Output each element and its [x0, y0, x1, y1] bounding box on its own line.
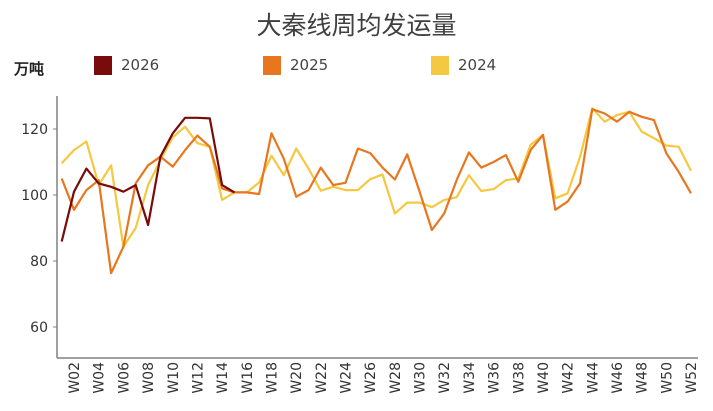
legend-label-2024: 2024	[458, 56, 497, 74]
chart-title: 大秦线周均发运量	[256, 11, 457, 40]
x-tick-label: W06	[116, 362, 132, 394]
y-tick-label: 60	[30, 320, 48, 336]
x-tick-label: W08	[141, 362, 157, 394]
legend-item-2024[interactable]: 2024	[431, 55, 496, 75]
x-tick-label: W30	[413, 362, 429, 394]
legend-swatch-2024	[431, 55, 449, 75]
x-tick-label: W52	[684, 362, 700, 394]
y-axis-unit-label: 万吨	[14, 60, 45, 78]
x-tick-label: W20	[289, 362, 305, 394]
x-tick-label: W32	[437, 362, 453, 394]
x-tick-label: W26	[363, 362, 379, 394]
x-tick-label: W48	[635, 362, 651, 394]
x-tick-label: W24	[339, 362, 355, 394]
series-line-2025	[60, 108, 692, 275]
legend-swatch-2026	[94, 55, 112, 75]
legend-swatch-2025	[263, 55, 281, 75]
legend-label-2025: 2025	[290, 56, 329, 74]
x-tick-label: W34	[462, 362, 478, 394]
data-series	[60, 107, 692, 275]
x-tick-label: W36	[487, 362, 503, 394]
legend-item-2025[interactable]: 2025	[263, 55, 328, 75]
x-tick-label: W22	[314, 362, 330, 394]
x-tick-label: W18	[264, 362, 280, 394]
x-tick-label: W50	[659, 362, 675, 394]
chart-axes	[56, 96, 698, 359]
x-tick-label: W28	[388, 362, 404, 394]
x-tick-label: W02	[67, 362, 83, 394]
y-axis-ticks: 60 80 100 120	[21, 122, 57, 336]
x-tick-label: W12	[190, 362, 206, 394]
x-axis-ticks: W02 W04 W06 W08 W10 W12 W14 W16 W18 W20 W22 W24 W26 W…	[67, 362, 700, 394]
x-tick-label: W42	[561, 362, 577, 394]
x-tick-label: W46	[610, 362, 626, 394]
x-tick-label: W04	[92, 362, 108, 394]
legend-label-2026: 2026	[121, 56, 160, 74]
y-tick-label: 100	[21, 188, 48, 204]
x-tick-label: W40	[536, 362, 552, 394]
y-tick-label: 120	[21, 122, 48, 138]
series-line-2024	[60, 107, 692, 248]
x-tick-label: W38	[511, 362, 527, 394]
x-tick-label: W16	[240, 362, 256, 394]
x-tick-label: W14	[215, 362, 231, 394]
x-tick-label: W44	[585, 362, 601, 394]
legend-item-2026[interactable]: 2026	[94, 55, 159, 75]
y-tick-label: 80	[30, 254, 48, 270]
x-tick-label: W10	[166, 362, 182, 394]
series-line-2026	[60, 116, 236, 242]
